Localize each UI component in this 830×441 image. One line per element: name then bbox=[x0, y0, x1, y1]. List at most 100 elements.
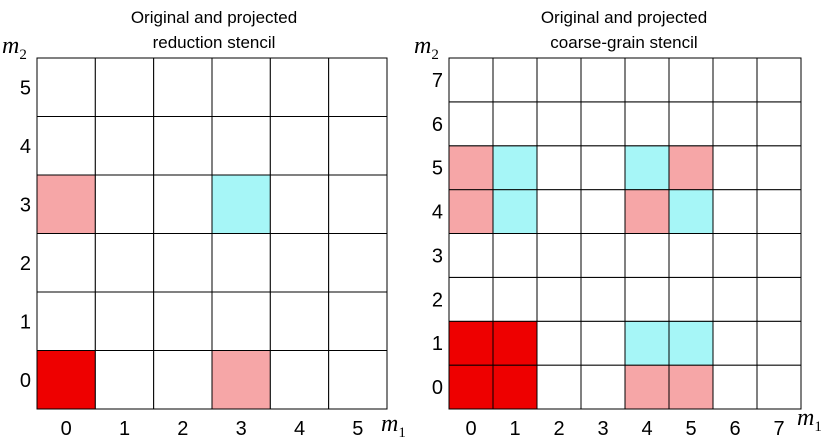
stencil-cell-pink bbox=[211, 350, 271, 410]
grid-cell bbox=[580, 189, 626, 234]
coarse-grain-stencil-panel: Original and projected coarse-grain sten… bbox=[414, 8, 822, 440]
grid-cell bbox=[756, 233, 802, 278]
grid-cell bbox=[580, 57, 626, 103]
grid-cell bbox=[536, 276, 582, 322]
x-tick-label: 3 bbox=[236, 418, 247, 440]
grid-cell bbox=[328, 57, 388, 117]
y-tick-labels: 0 1 2 3 4 5 6 7 bbox=[432, 70, 443, 399]
x-tick-label: 1 bbox=[119, 418, 130, 440]
y-tick-label: 3 bbox=[20, 194, 31, 216]
grid-cell bbox=[624, 101, 670, 147]
grid-cell bbox=[536, 364, 582, 410]
grid-cell bbox=[668, 57, 714, 103]
grid-cell bbox=[153, 291, 213, 351]
stencil-grid bbox=[448, 57, 802, 410]
y-tick-label: 0 bbox=[432, 377, 443, 399]
grid-cell bbox=[36, 116, 96, 176]
grid-cell bbox=[536, 145, 582, 191]
grid-cell bbox=[492, 57, 538, 103]
y-tick-label: 2 bbox=[432, 289, 443, 311]
x-tick-label: 2 bbox=[553, 418, 564, 440]
grid-cell bbox=[448, 276, 494, 322]
stencil-cell-cyan bbox=[624, 145, 670, 191]
grid-cell bbox=[153, 350, 213, 410]
stencil-cell-cyan bbox=[211, 174, 271, 234]
grid-cell bbox=[580, 364, 626, 410]
grid-cell bbox=[492, 276, 538, 322]
y-tick-label: 1 bbox=[432, 333, 443, 355]
y-tick-label: 0 bbox=[20, 370, 31, 392]
panel-title-line2: reduction stencil bbox=[153, 33, 276, 52]
grid-cell bbox=[756, 320, 802, 366]
y-tick-labels: 0 1 2 3 4 5 bbox=[20, 77, 31, 392]
grid-cell bbox=[756, 101, 802, 147]
grid-cell bbox=[668, 276, 714, 322]
stencil-cell-cyan bbox=[624, 320, 670, 366]
grid-cell bbox=[153, 174, 213, 234]
stencil-cell-red bbox=[448, 320, 494, 366]
y-tick-label: 5 bbox=[20, 77, 31, 99]
grid-cell bbox=[328, 174, 388, 234]
grid-cell bbox=[211, 291, 271, 351]
grid-cell bbox=[328, 116, 388, 176]
y-axis-label: m2 bbox=[414, 33, 439, 63]
grid-cell bbox=[269, 233, 330, 293]
grid-cell bbox=[269, 350, 330, 410]
grid-cell bbox=[580, 320, 626, 366]
stencil-cell-pink bbox=[448, 145, 494, 191]
y-tick-label: 4 bbox=[20, 136, 31, 158]
grid-cell bbox=[536, 233, 582, 278]
grid-cell bbox=[580, 145, 626, 191]
y-axis-label: m2 bbox=[2, 33, 27, 63]
grid-cell bbox=[153, 233, 213, 293]
stencil-cell-pink bbox=[36, 174, 96, 234]
grid-cell bbox=[756, 364, 802, 410]
stencil-cell-cyan bbox=[492, 145, 538, 191]
grid-cell bbox=[712, 233, 758, 278]
grid-cell bbox=[536, 320, 582, 366]
grid-cell bbox=[756, 57, 802, 103]
grid-cell bbox=[328, 350, 388, 410]
x-tick-label: 5 bbox=[685, 418, 696, 440]
grid-cell bbox=[269, 116, 330, 176]
panel-title-line1: Original and projected bbox=[131, 8, 297, 27]
grid-cell bbox=[536, 57, 582, 103]
x-axis-label: m1 bbox=[797, 405, 822, 435]
grid-cell bbox=[536, 101, 582, 147]
grid-cell bbox=[36, 233, 96, 293]
x-tick-label: 6 bbox=[729, 418, 740, 440]
grid-cell bbox=[94, 174, 155, 234]
panel-title-line2: coarse-grain stencil bbox=[550, 33, 697, 52]
x-tick-label: 2 bbox=[177, 418, 188, 440]
grid-cell bbox=[211, 233, 271, 293]
y-tick-label: 3 bbox=[432, 245, 443, 267]
grid-cell bbox=[269, 291, 330, 351]
grid-cell bbox=[94, 350, 155, 410]
y-tick-label: 6 bbox=[432, 114, 443, 136]
grid-cell bbox=[492, 101, 538, 147]
grid-cell bbox=[448, 233, 494, 278]
grid-cell bbox=[712, 320, 758, 366]
grid-cell bbox=[756, 189, 802, 234]
stencil-cell-red bbox=[448, 364, 494, 410]
grid-cell bbox=[94, 233, 155, 293]
y-tick-label: 5 bbox=[432, 158, 443, 180]
panel-title-line1: Original and projected bbox=[541, 8, 707, 27]
grid-cell bbox=[712, 189, 758, 234]
grid-cell bbox=[36, 291, 96, 351]
grid-cell bbox=[756, 145, 802, 191]
x-tick-label: 5 bbox=[352, 418, 363, 440]
stencil-cell-red bbox=[36, 350, 96, 410]
grid-cell bbox=[211, 116, 271, 176]
grid-cell bbox=[712, 364, 758, 410]
grid-cell bbox=[153, 116, 213, 176]
x-tick-label: 4 bbox=[641, 418, 652, 440]
grid-cell bbox=[756, 276, 802, 322]
grid-cell bbox=[448, 101, 494, 147]
stencil-cell-red bbox=[492, 320, 538, 366]
stencil-cell-red bbox=[492, 364, 538, 410]
grid-cell bbox=[712, 101, 758, 147]
y-tick-label: 1 bbox=[20, 311, 31, 333]
grid-cell bbox=[712, 276, 758, 322]
